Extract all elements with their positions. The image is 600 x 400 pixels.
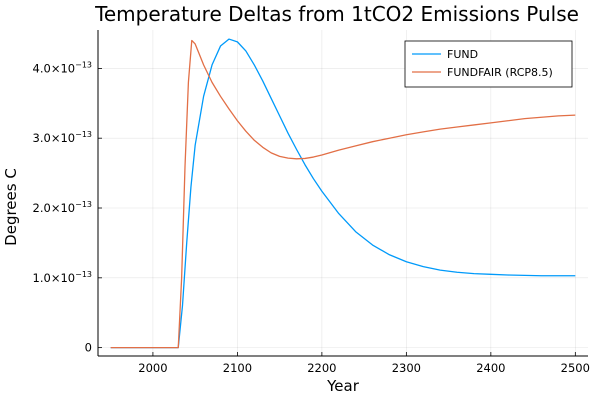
series-line-2	[110, 39, 576, 349]
grid	[98, 30, 588, 356]
chart-title: Temperature Deltas from 1tCO2 Emissions …	[94, 2, 579, 26]
legend-box	[404, 40, 573, 88]
x-tick-label: 2400	[476, 361, 505, 375]
legend-label-1: FUND	[447, 48, 478, 61]
y-tick-label: 4.0×10−13	[33, 60, 92, 75]
tick-labels: 2000 2100 2200 2300 2400 2500 0 1.0×10−13 2.0×10…	[33, 60, 590, 375]
legend-label-2: FUNDFAIR (RCP8.5)	[447, 66, 553, 79]
x-tick-label: 2000	[138, 361, 167, 375]
y-tick-label: 2.0×10−13	[33, 200, 92, 215]
y-tick-label: 0	[85, 341, 92, 355]
x-axis-label: Year	[326, 377, 360, 395]
x-tick-label: 2500	[561, 361, 590, 375]
y-tick-label: 3.0×10−13	[33, 130, 92, 145]
x-tick-label: 2300	[392, 361, 421, 375]
y-tick-label: 1.0×10−13	[33, 270, 92, 285]
y-axis-label: Degrees C	[2, 168, 20, 246]
series-lines	[110, 38, 576, 349]
x-tick-label: 2200	[307, 361, 336, 375]
legend: FUND FUNDFAIR (RCP8.5)	[404, 40, 573, 88]
x-tick-label: 2100	[223, 361, 252, 375]
series-line-1	[110, 38, 576, 349]
axes	[97, 30, 588, 357]
